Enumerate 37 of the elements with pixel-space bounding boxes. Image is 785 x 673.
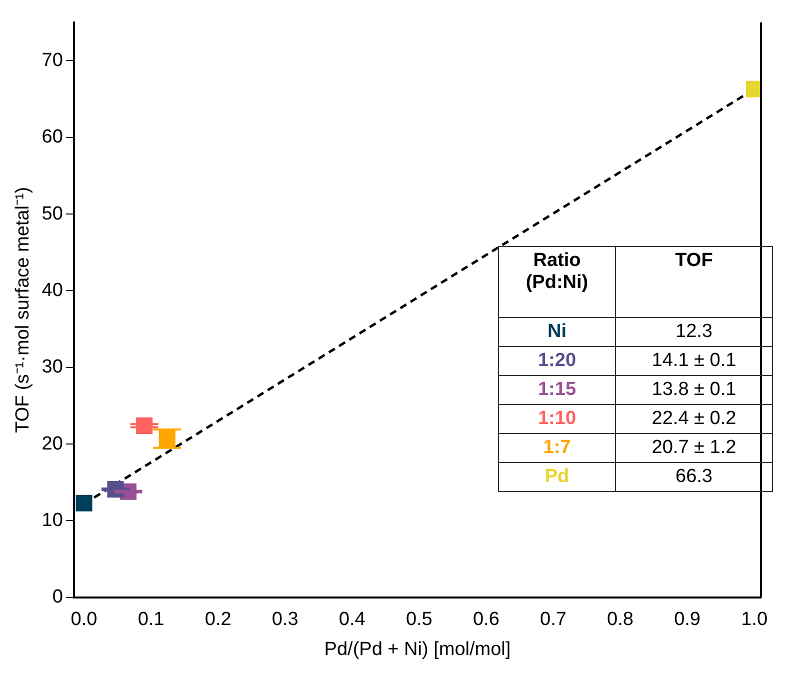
annotation: 12.3 [616, 318, 772, 346]
annotation: 20.7 ± 1.2 [616, 434, 772, 462]
y-tick-label: 60 [42, 126, 63, 148]
x-tick-label: 0.6 [472, 609, 500, 630]
x-tick-label: 0.7 [540, 609, 566, 630]
annotation: TOF [616, 246, 772, 318]
x-tick-label: 0.5 [406, 609, 432, 630]
text: Pd [498, 462, 616, 492]
annotation: 14.1 ± 0.1 [616, 346, 772, 376]
text: 1:10 [498, 404, 616, 434]
y-tick-label: 10 [42, 510, 63, 531]
x-axis-title: Pd/(Pd + Ni) [mol/mol] [324, 638, 511, 660]
x-tick-label: 0.0 [70, 609, 98, 630]
annotation: 22.4 ± 0.2 [616, 404, 772, 434]
y-axis-title: TOF (s⁻¹·mol surface metal⁻¹) [12, 186, 34, 433]
y-tick-label: 20 [42, 433, 63, 454]
annotation: 66.3 [616, 462, 772, 492]
text: 1:15 [498, 376, 616, 404]
annotation: Ratio (Pd:Ni) [498, 246, 616, 318]
x-tick-label: 0.1 [138, 609, 164, 630]
x-tick-label: 0.2 [204, 609, 232, 630]
y-tick-label: 30 [42, 356, 63, 378]
text: 1:20 [498, 346, 616, 376]
x-tick-label: 0.4 [338, 609, 366, 630]
y-tick-label: 70 [42, 50, 63, 71]
x-tick-label: 0.8 [607, 609, 634, 630]
y-tick-label: 50 [42, 203, 63, 224]
y-tick-label: 0 [52, 586, 63, 608]
y-tick-label: 40 [42, 280, 63, 301]
point [746, 80, 761, 98]
x-tick-label: 1.0 [741, 609, 768, 630]
text: Ni [498, 318, 616, 346]
x-tick-label: 0.3 [272, 609, 298, 630]
point [76, 494, 92, 512]
annotation: 13.8 ± 0.1 [616, 376, 772, 404]
text: 1:7 [498, 434, 616, 462]
x-tick-label: 0.9 [674, 609, 700, 630]
